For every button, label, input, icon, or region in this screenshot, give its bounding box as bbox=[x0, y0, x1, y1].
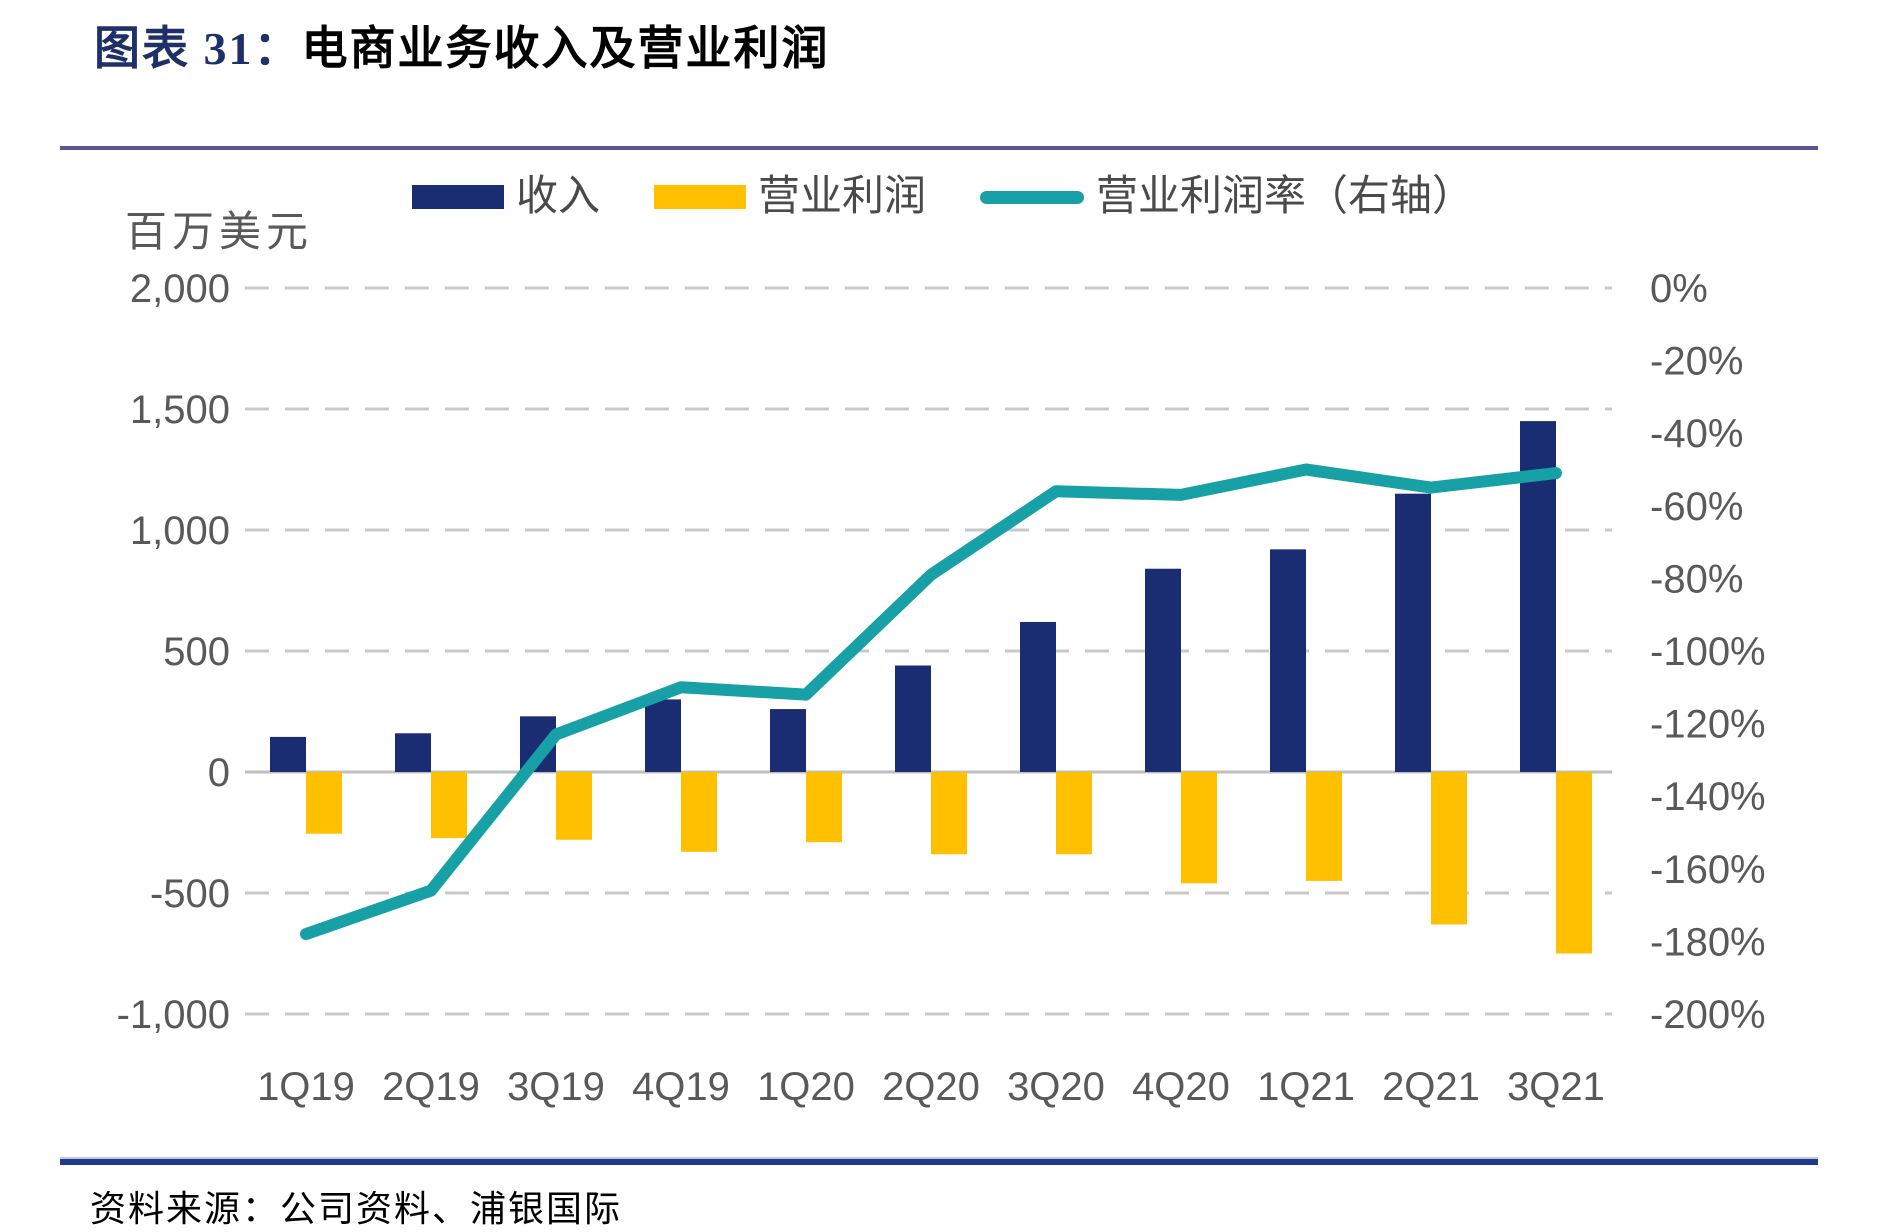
right-axis-tick: 0% bbox=[1650, 267, 1708, 311]
page-title-number: 图表 31： bbox=[94, 23, 302, 74]
bar-revenue-1Q20 bbox=[770, 709, 806, 772]
operating-margin-line-swatch-icon bbox=[980, 190, 1085, 204]
legend-item-operating-profit: 营业利润 bbox=[654, 176, 926, 218]
page-title-text: 电商业务收入及营业利润 bbox=[301, 23, 830, 74]
x-tick-3Q19: 3Q19 bbox=[507, 1065, 605, 1109]
revenue-swatch-icon bbox=[412, 185, 504, 209]
left-axis-tick: 0 bbox=[208, 751, 230, 795]
right-axis-tick: -160% bbox=[1650, 848, 1766, 892]
bar-revenue-1Q19 bbox=[270, 736, 306, 772]
bar-revenue-4Q20 bbox=[1145, 568, 1181, 772]
left-axis-tick: 1,500 bbox=[130, 388, 230, 432]
x-tick-2Q21: 2Q21 bbox=[1382, 1065, 1480, 1109]
right-axis-tick: -40% bbox=[1650, 412, 1743, 456]
left-axis-tick: 2,000 bbox=[130, 267, 230, 311]
bar-operating-profit-3Q20 bbox=[1056, 772, 1092, 855]
footer-divider-line bbox=[60, 1159, 1818, 1165]
left-axis-tick: 1,000 bbox=[130, 509, 230, 553]
x-tick-1Q19: 1Q19 bbox=[257, 1065, 355, 1109]
legend-item-operating-margin: 营业利润率（右轴） bbox=[980, 176, 1474, 218]
x-tick-3Q20: 3Q20 bbox=[1007, 1065, 1105, 1109]
source-note: 资料来源：公司资料、浦银国际 bbox=[90, 1189, 623, 1229]
bar-revenue-3Q20 bbox=[1020, 621, 1056, 772]
bar-operating-profit-3Q19 bbox=[556, 772, 592, 840]
bar-revenue-2Q19 bbox=[395, 733, 431, 772]
bar-revenue-4Q19 bbox=[645, 699, 681, 772]
right-axis-tick: -60% bbox=[1650, 485, 1743, 529]
x-tick-2Q20: 2Q20 bbox=[882, 1065, 980, 1109]
bar-operating-profit-2Q19 bbox=[431, 772, 467, 839]
bar-revenue-1Q21 bbox=[1270, 549, 1306, 772]
bar-operating-profit-3Q21 bbox=[1556, 772, 1592, 954]
bar-operating-profit-1Q19 bbox=[306, 772, 342, 834]
x-tick-4Q19: 4Q19 bbox=[632, 1065, 730, 1109]
x-tick-3Q21: 3Q21 bbox=[1507, 1065, 1605, 1109]
legend-label-revenue: 收入 bbox=[516, 174, 601, 220]
chart-legend: 收入 营业利润 营业利润率（右轴） bbox=[412, 174, 1474, 220]
footer-hairline bbox=[60, 1157, 1818, 1159]
right-axis-tick: -180% bbox=[1650, 920, 1766, 964]
x-tick-1Q20: 1Q20 bbox=[757, 1065, 855, 1109]
legend-label-operating-profit: 营业利润 bbox=[758, 174, 927, 220]
x-tick-4Q20: 4Q20 bbox=[1132, 1065, 1230, 1109]
bar-operating-profit-4Q20 bbox=[1181, 772, 1217, 884]
legend-item-revenue: 收入 bbox=[412, 176, 600, 218]
bar-operating-profit-4Q19 bbox=[681, 772, 717, 852]
operating-margin-line bbox=[300, 463, 1562, 941]
right-axis-tick: -100% bbox=[1650, 630, 1766, 674]
bar-revenue-2Q21 bbox=[1395, 493, 1431, 772]
bar-operating-profit-1Q20 bbox=[806, 772, 842, 843]
x-tick-2Q19: 2Q19 bbox=[382, 1065, 480, 1109]
legend-label-operating-margin: 营业利润率（右轴） bbox=[1096, 174, 1475, 220]
left-axis-tick: 500 bbox=[163, 630, 230, 674]
operating-profit-swatch-icon bbox=[654, 185, 747, 209]
bar-revenue-2Q20 bbox=[895, 665, 931, 772]
bar-operating-profit-1Q21 bbox=[1306, 772, 1342, 881]
left-axis-unit-label: 百万美元 bbox=[125, 210, 314, 256]
bar-operating-profit-2Q21 bbox=[1431, 772, 1467, 925]
right-axis-tick: -200% bbox=[1650, 993, 1766, 1037]
right-axis-tick: -140% bbox=[1650, 775, 1766, 819]
left-axis-tick: -500 bbox=[150, 872, 230, 916]
right-axis-tick: -20% bbox=[1650, 340, 1743, 384]
right-axis-tick: -80% bbox=[1650, 557, 1743, 601]
bar-operating-profit-2Q20 bbox=[931, 772, 967, 855]
left-axis-tick: -1,000 bbox=[117, 993, 230, 1037]
x-tick-1Q21: 1Q21 bbox=[1257, 1065, 1355, 1109]
page-title: 图表 31：电商业务收入及营业利润 bbox=[94, 12, 830, 78]
title-divider-line bbox=[60, 146, 1818, 150]
right-axis-tick: -120% bbox=[1650, 703, 1766, 747]
